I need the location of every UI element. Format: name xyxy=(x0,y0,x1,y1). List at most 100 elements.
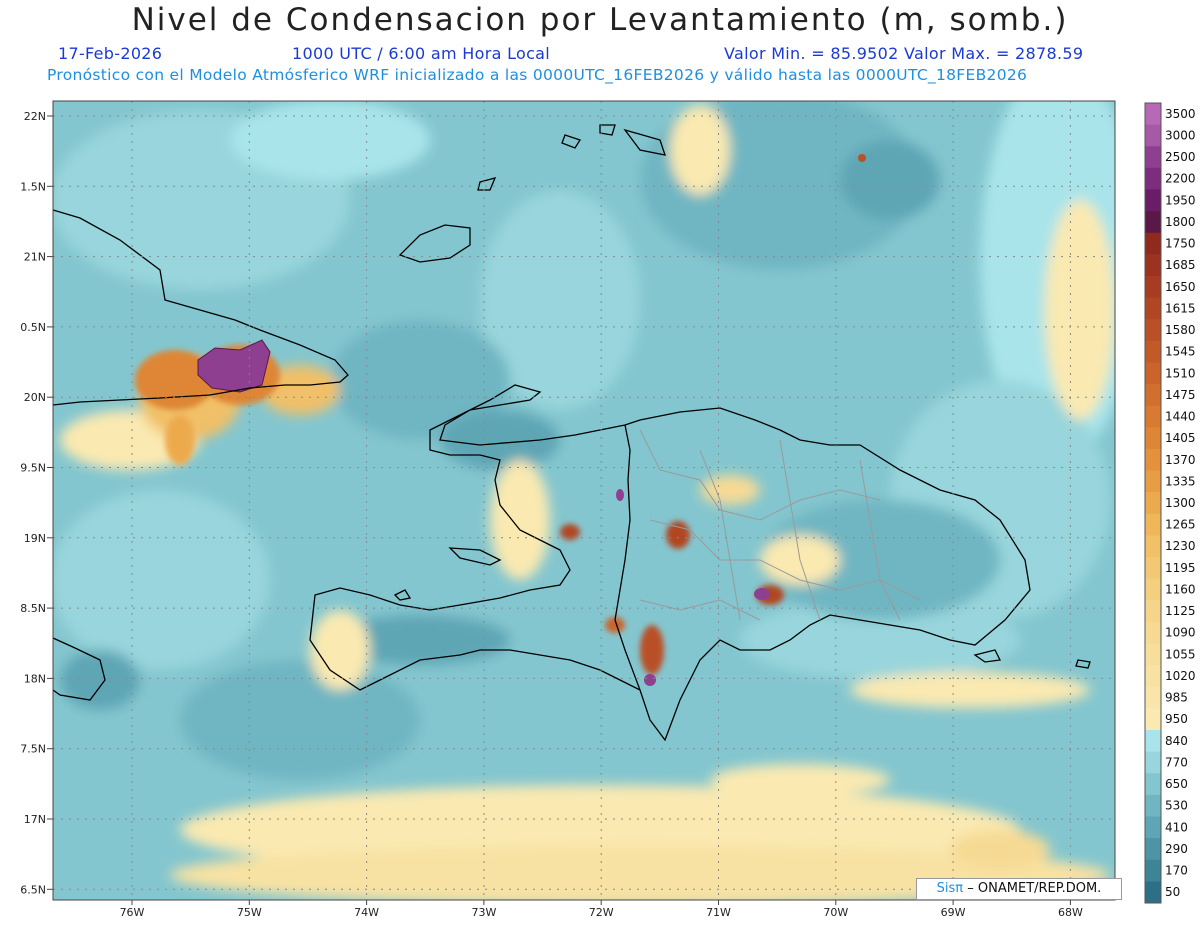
colorbar-swatch xyxy=(1145,146,1161,169)
longitude-labels: 76W 75W 74W 73W 72W 71W 70W 69W 68W xyxy=(120,900,1083,919)
latitude-label: 21N xyxy=(24,251,46,264)
colorbar-label: 1055 xyxy=(1165,647,1196,661)
colorbar-label: 1750 xyxy=(1165,237,1196,251)
colorbar-swatch xyxy=(1145,275,1161,299)
map-title: Nivel de Condensacion por Levantamiento … xyxy=(131,2,1069,38)
colorbar-swatch xyxy=(1145,405,1161,428)
colorbar-label: 840 xyxy=(1165,734,1188,748)
longitude-label: 76W xyxy=(120,906,145,919)
colorbar-swatch xyxy=(1145,621,1161,645)
colorbar-swatch xyxy=(1145,600,1161,623)
colorbar-swatch xyxy=(1145,513,1161,536)
forecast-time: 1000 UTC / 6:00 am Hora Local xyxy=(292,44,551,63)
colorbar-swatch xyxy=(1145,297,1161,320)
colorbar-label: 2200 xyxy=(1165,172,1196,186)
province-borders xyxy=(639,429,921,621)
latitude-label: 0.5N xyxy=(20,321,46,334)
colorbar-swatch xyxy=(1145,535,1161,558)
colorbar-label: 50 xyxy=(1165,885,1180,899)
latitude-label: 6.5N xyxy=(20,883,46,896)
colorbar-label: 1440 xyxy=(1165,410,1196,424)
colorbar-label: 1125 xyxy=(1165,604,1196,618)
colorbar-label: 1475 xyxy=(1165,388,1196,402)
credit-box: Sisπ – ONAMET/REP.DOM. xyxy=(916,878,1122,900)
longitude-label: 73W xyxy=(471,906,496,919)
colorbar-swatch xyxy=(1145,167,1161,190)
colorbar-swatch xyxy=(1145,838,1161,861)
value-min-max: Valor Min. = 85.9502 Valor Max. = 2878.5… xyxy=(724,44,1084,63)
latitude-label: 1.5N xyxy=(20,180,46,193)
colorbar-swatch xyxy=(1145,859,1161,882)
lcl-field xyxy=(53,101,1115,900)
colorbar-label: 985 xyxy=(1165,691,1188,705)
colorbar-swatch xyxy=(1145,470,1161,493)
colorbar-swatch xyxy=(1145,557,1161,580)
colorbar-swatch xyxy=(1145,665,1161,688)
colorbar-swatch xyxy=(1145,794,1161,818)
longitude-label: 70W xyxy=(823,906,848,919)
colorbar-label: 1265 xyxy=(1165,518,1196,532)
colorbar-swatch xyxy=(1145,751,1161,774)
latitude-label: 7.5N xyxy=(20,743,46,756)
colorbar-label: 3500 xyxy=(1165,107,1196,121)
colorbar-swatch xyxy=(1145,124,1161,147)
longitude-label: 69W xyxy=(941,906,966,919)
colorbar-label: 1300 xyxy=(1165,496,1196,510)
colorbar-label: 1090 xyxy=(1165,626,1196,640)
colorbar-label: 1335 xyxy=(1165,474,1196,488)
colorbar-swatch xyxy=(1145,448,1161,472)
colorbar-swatch xyxy=(1145,578,1161,601)
longitude-label: 75W xyxy=(237,906,262,919)
colorbar-swatch xyxy=(1145,730,1161,753)
colorbar-swatch xyxy=(1145,881,1161,904)
colorbar-label: 1685 xyxy=(1165,258,1196,272)
colorbar-label: 1020 xyxy=(1165,669,1196,683)
colorbar-swatch xyxy=(1145,362,1161,385)
latitude-label: 19N xyxy=(24,532,46,545)
colorbar-label: 3000 xyxy=(1165,128,1196,142)
colorbar-swatch xyxy=(1145,319,1161,342)
colorbar-swatch xyxy=(1145,427,1161,450)
colorbar-swatch xyxy=(1145,643,1161,666)
colorbar-label: 2500 xyxy=(1165,150,1196,164)
colorbar-label: 650 xyxy=(1165,777,1188,791)
sis-logo-text: Sisπ xyxy=(936,881,964,896)
latitude-label: 9.5N xyxy=(20,462,46,475)
colorbar-label: 1405 xyxy=(1165,431,1196,445)
longitude-label: 74W xyxy=(354,906,379,919)
colorbar-label: 410 xyxy=(1165,820,1188,834)
colorbar-swatch xyxy=(1145,773,1161,796)
latitude-label: 20N xyxy=(24,391,46,404)
colorbar-swatch xyxy=(1145,232,1161,255)
colorbar-swatch xyxy=(1145,254,1161,277)
colorbar-label: 1230 xyxy=(1165,539,1196,553)
model-info: Pronóstico con el Modelo Atmósferico WRF… xyxy=(47,66,1028,84)
longitude-label: 72W xyxy=(589,906,614,919)
graticule xyxy=(53,101,1115,900)
latitude-label: 18N xyxy=(24,672,46,685)
colorbar-label: 1950 xyxy=(1165,193,1196,207)
colorbar-label: 950 xyxy=(1165,712,1188,726)
colorbar-label: 1545 xyxy=(1165,345,1196,359)
latitude-labels: 22N 1.5N 21N 0.5N 20N 9.5N 19N 8.5N 18N 7.5N 17N 6.… xyxy=(20,110,53,896)
colorbar-label: 1800 xyxy=(1165,215,1196,229)
coastlines xyxy=(53,124,1091,742)
longitude-label: 68W xyxy=(1058,906,1083,919)
colorbar-label: 170 xyxy=(1165,864,1188,878)
latitude-label: 17N xyxy=(24,813,46,826)
latitude-label: 8.5N xyxy=(20,602,46,615)
colorbar-swatch xyxy=(1145,708,1161,731)
colorbar-label: 1615 xyxy=(1165,301,1196,315)
colorbar-label: 530 xyxy=(1165,799,1188,813)
colorbar-swatch xyxy=(1145,189,1161,212)
colorbar-swatch xyxy=(1145,686,1161,709)
colorbar-label: 1580 xyxy=(1165,323,1196,337)
colorbar-swatch xyxy=(1145,103,1161,126)
colorbar-label: 290 xyxy=(1165,842,1188,856)
longitude-label: 71W xyxy=(706,906,731,919)
latitude-label: 22N xyxy=(24,110,46,123)
colorbar-swatch xyxy=(1145,384,1161,407)
plot-frame xyxy=(52,100,1116,901)
forecast-date: 17-Feb-2026 xyxy=(58,44,163,63)
